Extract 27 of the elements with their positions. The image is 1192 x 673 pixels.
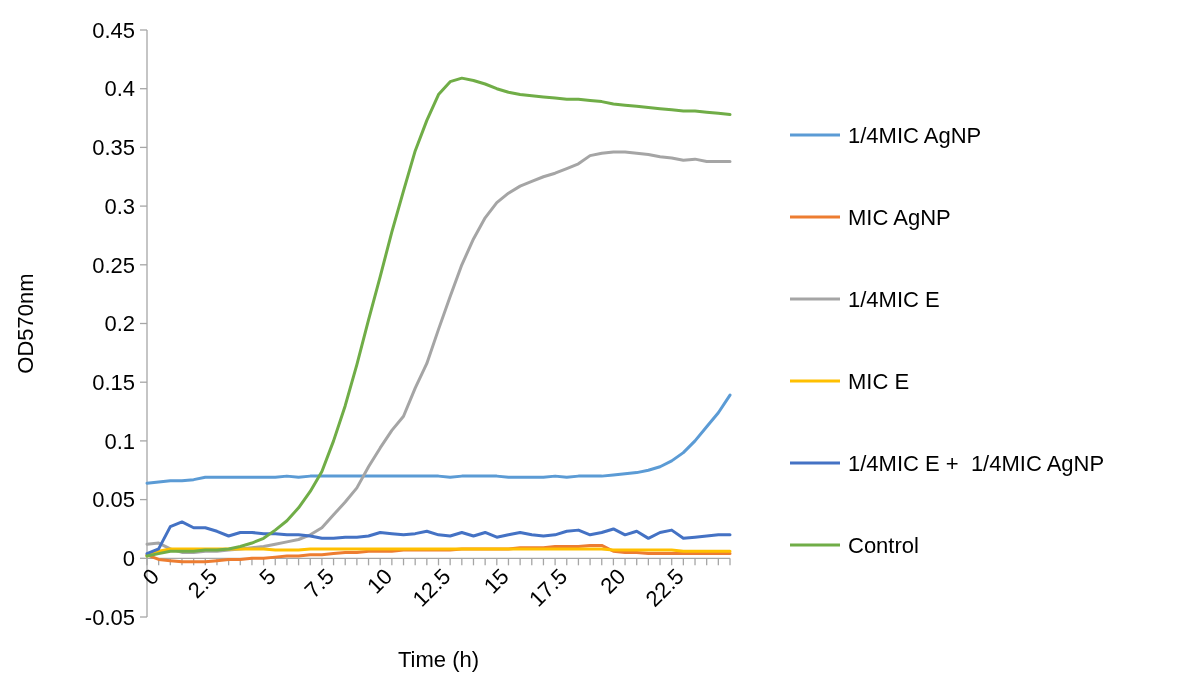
y-tick-label: 0.2 [104,311,135,337]
y-tick-label: 0 [122,546,135,571]
x-tick-label: 10 [362,563,398,599]
line-series [145,393,732,485]
x-tick-label: 5 [254,563,281,590]
x-axis-title: Time (h) [397,647,480,672]
y-tick-label: 0.15 [92,369,135,395]
legend-label: MIC AgNP [848,204,951,230]
y-axis-title: OD570nm [13,273,38,374]
x-tick-label: 0 [137,563,164,590]
x-tick-label: 20 [595,563,631,599]
x-tick-label: 2.5 [182,563,223,603]
x-tick-label: 7.5 [299,563,339,603]
legend-label: MIC E [848,368,910,394]
y-tick-label: 0.35 [92,135,135,161]
y-tick-label: 0.25 [92,252,135,278]
x-tick-label: 15 [478,563,514,599]
y-tick-label: 0.4 [104,76,135,102]
legend-label: 1/4MIC E [848,286,940,312]
y-tick-label: -0.05 [84,604,135,630]
legend-label: Control [848,532,919,558]
y-tick-label: 0.1 [104,428,135,454]
y-tick-label: 0.05 [92,487,135,513]
legend-label: 1/4MIC E + 1/4MIC AgNP [848,450,1105,476]
y-tick-label: 0.3 [104,193,135,219]
y-tick-label: 0.45 [92,17,135,43]
legend-label: 1/4MIC AgNP [848,122,982,148]
